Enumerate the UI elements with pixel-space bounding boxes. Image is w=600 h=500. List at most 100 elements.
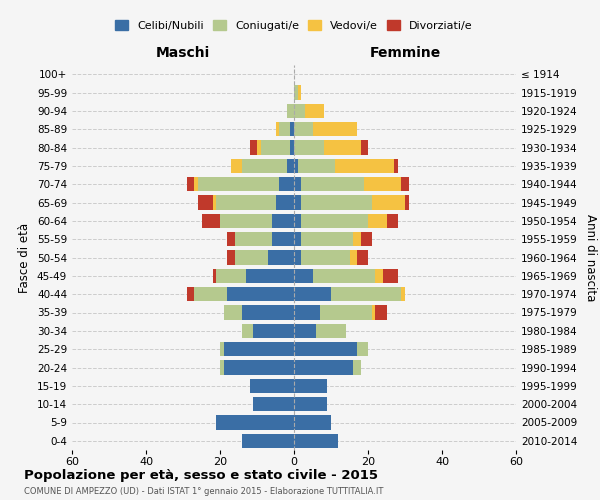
Bar — [320, 306, 372, 320]
Bar — [227, 250, 235, 264]
Bar — [313, 122, 357, 136]
Bar — [394, 158, 398, 173]
Bar — [235, 232, 272, 246]
Bar — [383, 268, 398, 283]
Bar — [294, 324, 316, 338]
Bar — [275, 122, 279, 136]
Bar — [301, 177, 364, 192]
Bar — [357, 342, 368, 356]
Bar — [231, 158, 242, 173]
Bar — [202, 214, 220, 228]
Bar — [194, 287, 227, 302]
Bar — [242, 158, 287, 173]
Legend: Celibi/Nubili, Coniugati/e, Vedovi/e, Divorziati/e: Celibi/Nubili, Coniugati/e, Vedovi/e, Di… — [112, 16, 476, 34]
Bar — [224, 342, 294, 356]
Bar — [290, 140, 294, 154]
Bar — [217, 196, 275, 209]
Bar — [294, 306, 320, 320]
Bar — [253, 397, 294, 411]
Bar — [242, 306, 294, 320]
Bar — [294, 397, 328, 411]
Bar — [353, 232, 361, 246]
Bar — [212, 268, 217, 283]
Bar — [294, 360, 353, 374]
Bar — [294, 268, 313, 283]
Bar — [386, 214, 398, 228]
Bar — [198, 177, 279, 192]
Bar — [372, 196, 405, 209]
Bar — [227, 232, 235, 246]
Text: COMUNE DI AMPEZZO (UD) - Dati ISTAT 1° gennaio 2015 - Elaborazione TUTTITALIA.IT: COMUNE DI AMPEZZO (UD) - Dati ISTAT 1° g… — [24, 487, 383, 496]
Bar — [301, 196, 372, 209]
Bar — [313, 268, 376, 283]
Text: Femmine: Femmine — [370, 46, 440, 60]
Bar — [368, 214, 386, 228]
Bar — [401, 177, 409, 192]
Bar — [294, 86, 298, 100]
Bar — [287, 158, 294, 173]
Bar — [279, 122, 290, 136]
Bar — [287, 104, 294, 118]
Bar — [246, 268, 294, 283]
Bar — [294, 378, 328, 393]
Bar — [227, 287, 294, 302]
Bar — [279, 177, 294, 192]
Bar — [353, 360, 361, 374]
Bar — [250, 378, 294, 393]
Bar — [405, 196, 409, 209]
Bar — [198, 196, 212, 209]
Bar — [260, 140, 290, 154]
Bar — [272, 232, 294, 246]
Bar — [316, 324, 346, 338]
Bar — [305, 104, 323, 118]
Bar — [294, 214, 301, 228]
Bar — [224, 360, 294, 374]
Y-axis label: Anni di nascita: Anni di nascita — [584, 214, 597, 301]
Bar — [294, 232, 301, 246]
Bar — [349, 250, 357, 264]
Bar — [361, 140, 368, 154]
Bar — [323, 140, 361, 154]
Bar — [253, 324, 294, 338]
Bar — [294, 140, 323, 154]
Y-axis label: Fasce di età: Fasce di età — [19, 222, 31, 292]
Bar — [242, 434, 294, 448]
Bar — [250, 140, 257, 154]
Bar — [361, 232, 372, 246]
Bar — [401, 287, 405, 302]
Bar — [294, 250, 301, 264]
Bar — [335, 158, 394, 173]
Text: Maschi: Maschi — [156, 46, 210, 60]
Bar — [187, 287, 194, 302]
Bar — [220, 360, 224, 374]
Bar — [217, 268, 246, 283]
Bar — [294, 158, 298, 173]
Bar — [272, 214, 294, 228]
Bar — [242, 324, 253, 338]
Bar — [275, 196, 294, 209]
Bar — [376, 268, 383, 283]
Bar — [298, 158, 335, 173]
Bar — [294, 122, 313, 136]
Bar — [224, 306, 242, 320]
Bar — [194, 177, 198, 192]
Bar — [294, 196, 301, 209]
Bar — [301, 232, 353, 246]
Bar — [364, 177, 401, 192]
Bar — [301, 214, 368, 228]
Bar — [294, 287, 331, 302]
Bar — [294, 342, 357, 356]
Bar — [298, 86, 301, 100]
Bar — [331, 287, 401, 302]
Bar — [294, 177, 301, 192]
Bar — [294, 416, 331, 430]
Bar — [187, 177, 194, 192]
Bar — [217, 416, 294, 430]
Bar — [301, 250, 349, 264]
Bar — [372, 306, 376, 320]
Bar — [212, 196, 217, 209]
Bar — [290, 122, 294, 136]
Bar — [294, 434, 338, 448]
Bar — [220, 342, 224, 356]
Bar — [257, 140, 260, 154]
